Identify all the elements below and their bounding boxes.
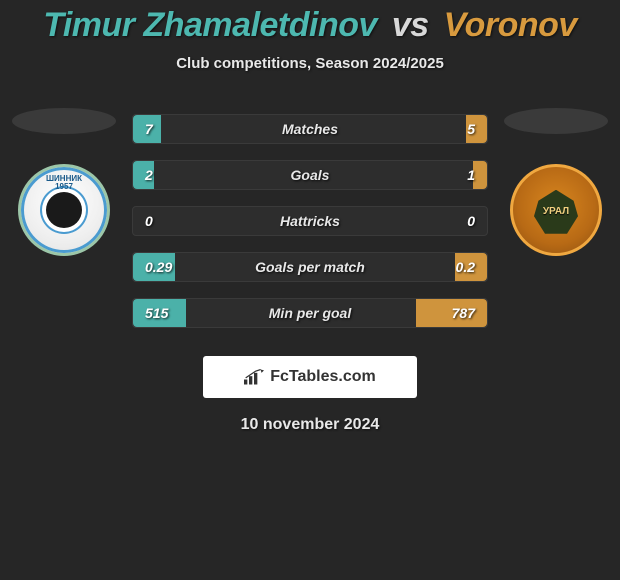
branding-text: FcTables.com (270, 368, 376, 386)
stat-value-right: 0 (467, 213, 475, 229)
player2-club-logo (510, 164, 602, 256)
subtitle: Club competitions, Season 2024/2025 (0, 55, 620, 72)
stat-row: 515 Min per goal 787 (132, 298, 488, 328)
stat-row: 0 Hattricks 0 (132, 206, 488, 236)
stat-value-right: 787 (452, 305, 475, 321)
player2-name: Voronov (444, 6, 577, 44)
stat-row: 2 Goals 1 (132, 160, 488, 190)
player1-nameplate (12, 108, 116, 134)
fctables-branding: FcTables.com (203, 356, 417, 398)
stat-label: Hattricks (280, 213, 340, 229)
stat-value-right: 1 (467, 167, 475, 183)
stat-label: Matches (282, 121, 338, 137)
stat-value-left: 515 (145, 305, 168, 321)
chart-icon (244, 369, 264, 385)
right-side (496, 114, 616, 256)
stat-value-left: 7 (145, 121, 153, 137)
stat-label: Min per goal (269, 305, 351, 321)
player2-nameplate (504, 108, 608, 134)
footer-date: 10 november 2024 (0, 416, 620, 434)
comparison-title: Timur Zhamaletdinov vs Voronov (0, 6, 620, 45)
left-side (4, 114, 124, 256)
stat-value-left: 0 (145, 213, 153, 229)
stat-value-right: 0.2 (456, 259, 475, 275)
stat-value-right: 5 (467, 121, 475, 137)
stat-label: Goals per match (255, 259, 365, 275)
stat-label: Goals (291, 167, 330, 183)
player1-name: Timur Zhamaletdinov (43, 6, 377, 44)
stats-table: 7 Matches 5 2 Goals 1 0 Hattricks 0 0.29 Goals per… (124, 114, 496, 344)
stat-value-left: 0.29 (145, 259, 172, 275)
main-content: 7 Matches 5 2 Goals 1 0 Hattricks 0 0.29 Goals per… (0, 114, 620, 344)
stat-value-left: 2 (145, 167, 153, 183)
player1-club-logo (18, 164, 110, 256)
stat-row: 0.29 Goals per match 0.2 (132, 252, 488, 282)
vs-text: vs (392, 6, 429, 44)
stat-row: 7 Matches 5 (132, 114, 488, 144)
